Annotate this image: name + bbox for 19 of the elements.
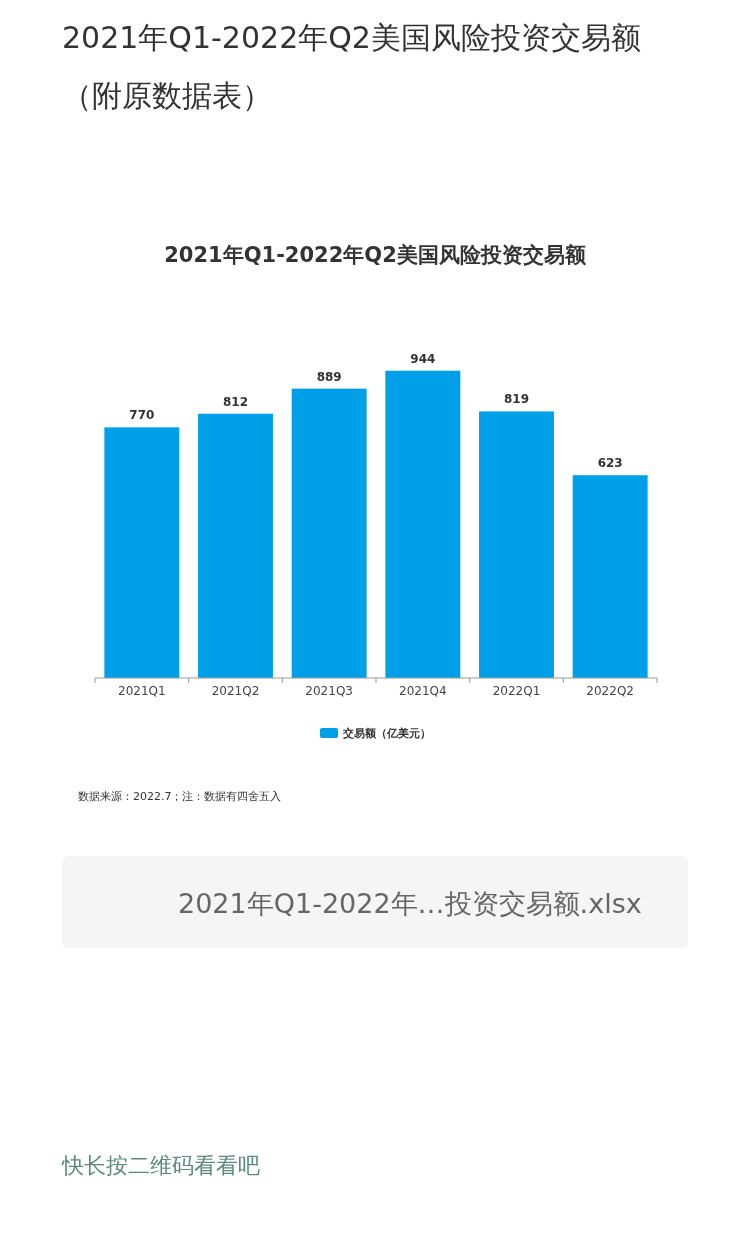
x-tick-label: 2021Q2 [211,684,260,698]
x-tick-label: 2022Q1 [492,684,541,698]
x-tick-label: 2021Q3 [305,684,353,698]
x-tick-label: 2021Q1 [118,684,166,698]
title: 2021年Q1-2022年Q2美国风险投资交易额 [62,20,641,55]
x-tick-label: 2022Q2 [586,684,634,698]
legend-label: 交易额（亿美元） [342,727,431,740]
data-label: 889 [316,369,342,384]
data-label: 623 [597,456,623,471]
title: （附原数据表） [62,78,272,113]
data-label: 812 [222,394,249,409]
data-label: 770 [129,408,155,423]
text: 2021年Q1-2022年…投资交易额.xlsx [178,888,642,919]
source-note: 数据来源：2022.7；注：数据有四舍五入 [78,790,282,803]
data-label: 819 [503,392,530,407]
data-label: 944 [410,351,436,366]
chart-subtitle: 2021年Q1-2022年Q2美国风险投资交易额 [164,243,587,267]
text: 快长按二维码看看吧 [61,1153,260,1178]
x-tick-label: 2021Q4 [399,684,447,698]
